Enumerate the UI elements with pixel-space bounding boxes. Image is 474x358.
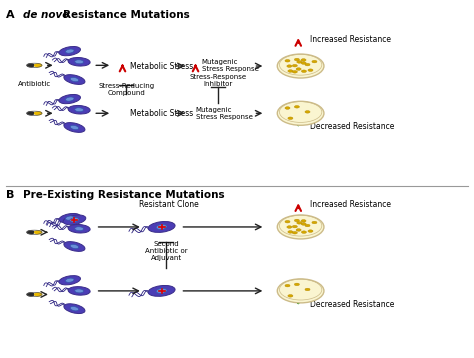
Ellipse shape (75, 60, 83, 64)
Ellipse shape (70, 244, 79, 249)
Ellipse shape (296, 68, 301, 70)
Ellipse shape (27, 63, 35, 67)
Ellipse shape (285, 59, 290, 62)
Ellipse shape (59, 95, 81, 104)
Text: Decreased Resistance: Decreased Resistance (310, 122, 394, 131)
Text: Second
Antibiotic or
Adjuvant: Second Antibiotic or Adjuvant (145, 241, 188, 261)
Text: Metabolic Stress: Metabolic Stress (129, 62, 193, 71)
Ellipse shape (277, 279, 324, 303)
Ellipse shape (294, 283, 300, 286)
Ellipse shape (288, 117, 293, 120)
Text: Decreased Resistance: Decreased Resistance (310, 300, 394, 309)
Text: A: A (6, 10, 15, 20)
Ellipse shape (301, 70, 307, 73)
Ellipse shape (75, 108, 83, 112)
Ellipse shape (301, 62, 306, 64)
Ellipse shape (70, 125, 79, 130)
Ellipse shape (156, 289, 167, 294)
Ellipse shape (148, 222, 175, 232)
Ellipse shape (65, 97, 74, 101)
Text: Stress-Reducing
Compound: Stress-Reducing Compound (98, 83, 155, 96)
Text: Stress-Response
Inhibitor: Stress-Response Inhibitor (190, 74, 246, 87)
Ellipse shape (64, 242, 85, 251)
Ellipse shape (288, 231, 293, 233)
Ellipse shape (292, 225, 297, 228)
Ellipse shape (70, 218, 79, 222)
Ellipse shape (288, 295, 293, 297)
Ellipse shape (34, 230, 42, 234)
Ellipse shape (308, 69, 313, 72)
Ellipse shape (296, 229, 301, 231)
Ellipse shape (70, 306, 79, 311)
Ellipse shape (34, 111, 42, 115)
Text: Mutagenic
Stress Response: Mutagenic Stress Response (196, 107, 253, 120)
Ellipse shape (27, 230, 35, 234)
Ellipse shape (59, 276, 81, 285)
Text: Metabolic Stress: Metabolic Stress (129, 109, 193, 118)
Ellipse shape (27, 111, 35, 115)
Ellipse shape (292, 232, 297, 234)
Ellipse shape (301, 223, 306, 225)
Ellipse shape (288, 70, 293, 72)
Ellipse shape (301, 219, 306, 222)
Text: de novo: de novo (23, 10, 69, 20)
Text: Increased Resistance: Increased Resistance (310, 200, 391, 209)
Ellipse shape (70, 77, 79, 82)
Ellipse shape (27, 292, 35, 296)
Ellipse shape (312, 221, 317, 224)
Ellipse shape (34, 63, 42, 67)
Ellipse shape (305, 111, 310, 113)
Ellipse shape (287, 226, 292, 228)
Ellipse shape (75, 227, 83, 231)
Ellipse shape (285, 107, 290, 109)
Ellipse shape (294, 106, 300, 108)
Ellipse shape (68, 224, 90, 233)
Ellipse shape (292, 71, 297, 73)
Ellipse shape (64, 304, 85, 314)
Text: Resistance Mutations: Resistance Mutations (63, 10, 190, 20)
Text: B: B (6, 190, 15, 200)
Ellipse shape (277, 215, 324, 239)
Ellipse shape (277, 54, 324, 78)
Ellipse shape (285, 221, 290, 223)
Ellipse shape (148, 285, 175, 296)
Ellipse shape (59, 47, 81, 56)
Ellipse shape (65, 216, 74, 220)
Ellipse shape (59, 213, 81, 223)
Ellipse shape (297, 222, 302, 224)
Ellipse shape (301, 59, 306, 61)
Ellipse shape (75, 289, 83, 293)
Text: Pre-Existing Resistance Mutations: Pre-Existing Resistance Mutations (23, 190, 224, 200)
Ellipse shape (294, 219, 300, 222)
Ellipse shape (305, 224, 310, 227)
Ellipse shape (63, 215, 86, 225)
Ellipse shape (68, 106, 90, 114)
Ellipse shape (156, 224, 167, 229)
Text: Resistant Clone: Resistant Clone (139, 200, 199, 209)
Ellipse shape (285, 284, 290, 287)
Ellipse shape (64, 122, 85, 132)
Ellipse shape (65, 49, 74, 53)
Ellipse shape (292, 64, 297, 67)
Ellipse shape (68, 58, 90, 66)
Text: Antibiotic: Antibiotic (18, 81, 51, 87)
Ellipse shape (294, 58, 300, 61)
Ellipse shape (305, 288, 310, 291)
Ellipse shape (308, 230, 313, 232)
Ellipse shape (34, 292, 42, 296)
Text: Mutagenic
Stress Response: Mutagenic Stress Response (201, 59, 258, 72)
Ellipse shape (68, 287, 90, 295)
Ellipse shape (277, 101, 324, 125)
Ellipse shape (301, 231, 307, 233)
Ellipse shape (297, 61, 302, 63)
Ellipse shape (65, 278, 74, 282)
Ellipse shape (287, 65, 292, 67)
Ellipse shape (64, 75, 85, 84)
Text: Increased Resistance: Increased Resistance (310, 35, 391, 44)
Ellipse shape (305, 63, 310, 66)
Ellipse shape (312, 61, 317, 63)
